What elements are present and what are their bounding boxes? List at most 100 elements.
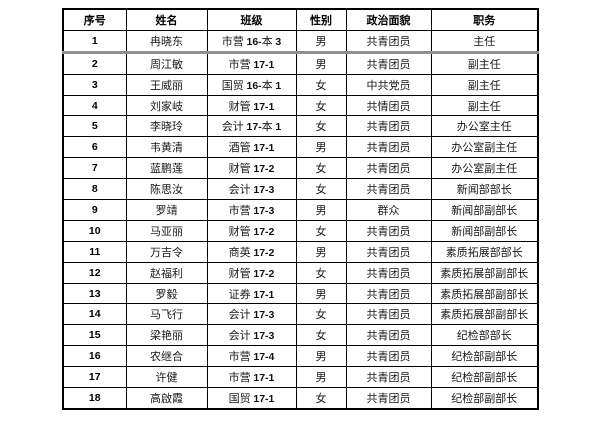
cell-political: 共青团员 (345, 178, 432, 201)
cell-class: 市营 17-4 (206, 345, 297, 368)
cell-position: 素质拓展部部长 (430, 240, 539, 263)
cell-position: 素质拓展部副部长 (430, 261, 539, 284)
cell-class: 商英 17-2 (206, 240, 297, 263)
cell-class: 会计 17-3 (206, 303, 297, 326)
cell-name: 农继合 (125, 345, 208, 368)
cell-class: 酒管 17-1 (206, 136, 297, 159)
cell-political: 群众 (345, 199, 432, 221)
table-row: 11 万吉令 商英 17-2 男共青团员 素质拓展部部长 (62, 240, 539, 263)
cell-political: 共青团员 (345, 219, 432, 242)
cell-political: 中共党员 (345, 73, 432, 96)
table-row: 6 韦黄清 酒管 17-1 男共青团员 办公室副主任 (62, 136, 539, 159)
cell-name: 周江敏 (125, 51, 208, 75)
cell-political: 共青团员 (345, 303, 432, 326)
cell-class: 财管 17-2 (206, 157, 297, 180)
cell-class: 会计 17-3 (206, 324, 297, 347)
header-cell-gender: 性别 (295, 8, 347, 31)
cell-gender: 男 (295, 240, 347, 263)
cell-gender: 女 (295, 115, 347, 138)
cell-gender: 女 (295, 73, 347, 96)
cell-name: 王威丽 (125, 73, 208, 96)
cell-class: 市营 17-3 (206, 199, 297, 221)
cell-political: 共青团员 (345, 366, 432, 389)
cell-gender: 男 (295, 199, 347, 221)
cell-class: 财管 17-1 (206, 94, 297, 117)
cell-name: 罗毅 (125, 282, 208, 305)
cell-name: 赵福利 (125, 261, 208, 284)
cell-class: 财管 17-2 (206, 261, 297, 284)
cell-position: 办公室主任 (430, 115, 539, 138)
table-row: 1 冉晓东 市营 16-本 3 男共青团员 主任 (62, 29, 539, 54)
cell-seq: 8 (62, 178, 127, 201)
cell-political: 共情团员 (345, 94, 432, 117)
cell-gender: 女 (295, 324, 347, 347)
cell-seq: 9 (62, 199, 127, 221)
cell-political: 共青团员 (345, 29, 432, 54)
cell-political: 共青团员 (345, 115, 432, 138)
cell-seq: 2 (62, 51, 127, 75)
cell-gender: 女 (295, 387, 347, 410)
cell-seq: 13 (62, 282, 127, 305)
cell-gender: 男 (295, 51, 347, 75)
table-row: 8 陈思汝 会计 17-3 女共青团员 新闻部部长 (62, 178, 539, 201)
cell-gender: 女 (295, 157, 347, 180)
cell-position: 副主任 (430, 94, 539, 117)
table-row: 7 蓝鹏莲 财管 17-2 女共青团员 办公室副主任 (62, 157, 539, 180)
cell-seq: 10 (62, 219, 127, 242)
cell-position: 新闻部副部长 (430, 219, 539, 242)
cell-position: 副主任 (430, 51, 539, 75)
cell-political: 共青团员 (345, 261, 432, 284)
cell-name: 冉晓东 (125, 29, 208, 54)
table-row: 17 许健 市营 17-1 男共青团员 纪检部副部长 (62, 366, 539, 389)
cell-position: 副主任 (430, 73, 539, 96)
cell-seq: 11 (62, 240, 127, 263)
cell-position: 素质拓展部副部长 (430, 303, 539, 326)
cell-class: 市营 17-1 (206, 51, 297, 75)
cell-political: 共青团员 (345, 157, 432, 180)
table-row: 10 马亚丽 财管 17-2 女共青团员 新闻部副部长 (62, 219, 539, 242)
cell-position: 纪检部部长 (430, 324, 539, 347)
cell-class: 国贸 16-本 1 (206, 73, 297, 96)
cell-seq: 14 (62, 303, 127, 326)
table-row: 13 罗毅 证券 17-1 男共青团员 素质拓展部副部长 (62, 282, 539, 305)
cell-political: 共青团员 (345, 136, 432, 159)
cell-seq: 3 (62, 73, 127, 96)
header-cell-seq: 序号 (62, 8, 127, 31)
cell-name: 梁艳丽 (125, 324, 208, 347)
cell-name: 马亚丽 (125, 219, 208, 242)
header-row: 序号 姓名 班级 性别 政治面貌 职务 (62, 8, 539, 31)
cell-political: 共青团员 (345, 387, 432, 410)
cell-gender: 男 (295, 29, 347, 54)
cell-position: 纪检部副部长 (430, 345, 539, 368)
cell-gender: 女 (295, 178, 347, 201)
cell-name: 李晓玲 (125, 115, 208, 138)
header-cell-political: 政治面貌 (345, 8, 432, 31)
table-row: 12 赵福利 财管 17-2 女共青团员 素质拓展部副部长 (62, 261, 539, 284)
cell-position: 新闻部副部长 (430, 199, 539, 221)
cell-seq: 18 (62, 387, 127, 410)
table-row: 14 马飞行 会计 17-3 女共青团员 素质拓展部副部长 (62, 303, 539, 326)
cell-political: 共青团员 (345, 345, 432, 368)
roster-table: 序号 姓名 班级 性别 政治面貌 职务 1 冉晓东 市营 16-本 3 男共青团员 主任 2 周江敏市… (62, 8, 539, 410)
cell-name: 蓝鹏莲 (125, 157, 208, 180)
table-row: 15 梁艳丽 会计 17-3 女共青团员 纪检部部长 (62, 324, 539, 347)
cell-seq: 15 (62, 324, 127, 347)
cell-political: 共青团员 (345, 282, 432, 305)
cell-class: 市营 17-1 (206, 366, 297, 389)
cell-gender: 女 (295, 219, 347, 242)
cell-name: 高啟霞 (125, 387, 208, 410)
cell-class: 国贸 17-1 (206, 387, 297, 410)
cell-seq: 6 (62, 136, 127, 159)
cell-position: 主任 (430, 29, 539, 54)
header-cell-name: 姓名 (125, 8, 208, 31)
table-row: 16 农继合 市营 17-4 男共青团员 纪检部副部长 (62, 345, 539, 368)
cell-gender: 男 (295, 136, 347, 159)
cell-position: 素质拓展部副部长 (430, 282, 539, 305)
cell-gender: 女 (295, 94, 347, 117)
cell-gender: 女 (295, 261, 347, 284)
cell-seq: 17 (62, 366, 127, 389)
header-cell-position: 职务 (430, 8, 539, 31)
cell-position: 办公室副主任 (430, 157, 539, 180)
cell-class: 证券 17-1 (206, 282, 297, 305)
